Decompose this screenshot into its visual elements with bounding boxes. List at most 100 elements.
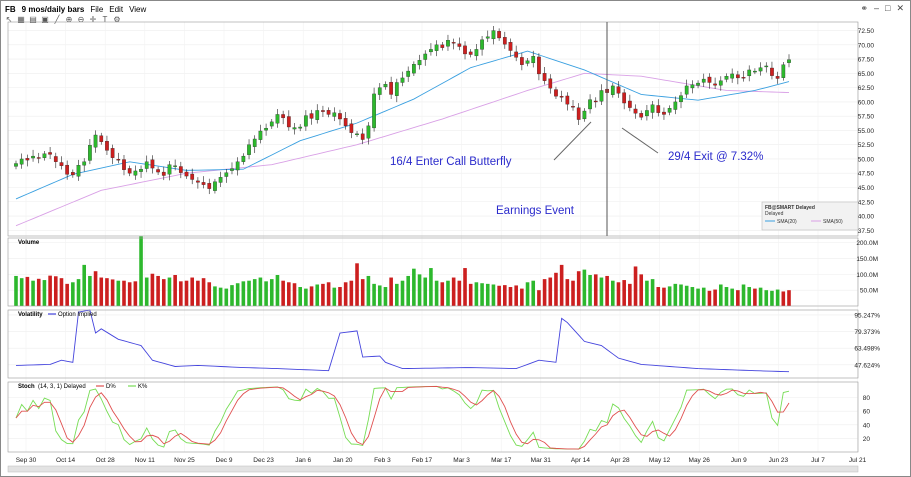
volume-tick-label: 200.0M bbox=[856, 240, 878, 247]
stoch-params: (14, 3, 1) Delayed bbox=[38, 384, 86, 390]
volume-bar bbox=[423, 277, 428, 306]
candle-body bbox=[338, 113, 342, 120]
candle-body bbox=[747, 69, 752, 77]
candle-body bbox=[770, 67, 774, 76]
candle-body bbox=[588, 99, 592, 110]
volume-bar bbox=[468, 283, 473, 306]
x-tick-label: Feb 17 bbox=[412, 457, 433, 464]
link-icon[interactable]: ⚭ bbox=[860, 3, 868, 13]
candle-body bbox=[622, 92, 627, 104]
volume-bar bbox=[406, 275, 410, 306]
volume-bar bbox=[230, 285, 234, 306]
volume-bar bbox=[167, 277, 172, 306]
candle-body bbox=[690, 84, 695, 89]
volume-bar bbox=[679, 284, 683, 306]
candle-body bbox=[787, 59, 791, 63]
candle-body bbox=[565, 95, 570, 105]
volume-bar bbox=[349, 280, 354, 306]
candle-body bbox=[201, 182, 206, 185]
volume-bar bbox=[497, 285, 501, 306]
volume-bar bbox=[781, 291, 786, 306]
volume-bar bbox=[434, 280, 439, 306]
volume-bar bbox=[537, 290, 541, 306]
menu-file[interactable]: File bbox=[90, 4, 104, 14]
menu-view[interactable]: View bbox=[129, 4, 147, 14]
volume-bar bbox=[332, 287, 337, 306]
zoom-in-icon[interactable]: ⊕ bbox=[65, 15, 73, 24]
price-tick-label: 72.50 bbox=[858, 28, 875, 35]
candle-body bbox=[173, 165, 177, 167]
volatility-series-label: Option Implied bbox=[58, 312, 97, 318]
stoch-tick-label: 60 bbox=[863, 409, 871, 416]
volume-bar bbox=[88, 275, 92, 306]
x-tick-label: Jun 23 bbox=[769, 457, 789, 464]
volume-bar bbox=[741, 284, 746, 306]
price-panel bbox=[14, 25, 791, 227]
x-tick-label: Dec 9 bbox=[216, 457, 233, 464]
candle-body bbox=[554, 89, 558, 97]
axes: 72.50 70.00 67.50 65.00 62.50 60.00 57.50 55.00… bbox=[7, 21, 880, 473]
period-selector[interactable]: 9 mos/daily bars bbox=[21, 4, 85, 14]
layout-icon[interactable]: ▤ bbox=[29, 15, 37, 24]
volume-bar bbox=[736, 290, 740, 306]
volume-bar bbox=[718, 284, 723, 306]
x-tick-label: Nov 25 bbox=[174, 457, 195, 464]
volume-bar bbox=[599, 277, 604, 306]
minimize-icon[interactable]: – bbox=[874, 3, 880, 13]
volume-bar bbox=[372, 283, 376, 306]
volume-bar bbox=[196, 280, 200, 306]
volume-bar bbox=[503, 285, 507, 306]
volume-bar bbox=[753, 288, 757, 306]
volume-bar bbox=[42, 280, 47, 306]
line-tool-icon[interactable]: ╱ bbox=[54, 15, 60, 24]
cursor-tool-icon[interactable]: ↖ bbox=[5, 15, 13, 24]
x-tick-label: Feb 3 bbox=[374, 457, 391, 464]
candle-body bbox=[167, 164, 172, 175]
close-icon[interactable]: ✕ bbox=[896, 3, 904, 13]
x-tick-label: Jul 7 bbox=[811, 457, 825, 464]
x-tick-label: Mar 31 bbox=[531, 457, 552, 464]
volume-bar bbox=[213, 286, 217, 306]
candle-body bbox=[389, 81, 393, 95]
legend-sma20: SMA(20) bbox=[777, 219, 797, 225]
price-tick-label: 52.50 bbox=[858, 142, 875, 149]
stoch-panel bbox=[15, 385, 790, 450]
settings-icon[interactable]: ⚙ bbox=[113, 15, 121, 24]
maximize-icon[interactable]: □ bbox=[885, 3, 891, 13]
menu-edit[interactable]: Edit bbox=[109, 4, 124, 14]
candle-body bbox=[355, 133, 359, 136]
candle-body bbox=[65, 164, 70, 175]
grid-icon[interactable]: ▣ bbox=[41, 15, 49, 24]
volume-bar bbox=[298, 287, 302, 306]
candle-body bbox=[377, 87, 382, 95]
volume-bar bbox=[548, 277, 553, 306]
volume-bar bbox=[116, 280, 121, 306]
volume-bar bbox=[582, 269, 587, 306]
volume-bar bbox=[514, 285, 518, 306]
volume-bar bbox=[218, 287, 223, 306]
panel-frame bbox=[7, 237, 859, 307]
volume-bar bbox=[281, 280, 285, 306]
symbol-label[interactable]: FB bbox=[5, 4, 16, 14]
candle-body bbox=[360, 133, 365, 140]
candle-body bbox=[213, 181, 217, 191]
annotation-exit: 29/4 Exit @ 7.32% bbox=[668, 151, 763, 163]
zoom-out-icon[interactable]: ⊖ bbox=[77, 15, 85, 24]
volume-bar bbox=[59, 278, 64, 306]
candle-body bbox=[735, 74, 740, 79]
volume-bar bbox=[93, 271, 98, 306]
volume-bar bbox=[611, 280, 615, 306]
crosshair-icon[interactable]: ✛ bbox=[89, 15, 97, 24]
candle-body bbox=[684, 85, 689, 95]
candle-body bbox=[25, 158, 30, 161]
volume-bar bbox=[440, 282, 445, 306]
candle-body bbox=[730, 73, 735, 79]
volume-bar bbox=[770, 290, 774, 306]
candle-body bbox=[542, 73, 547, 81]
bar-chart-icon[interactable]: ▦ bbox=[17, 15, 25, 24]
volume-bar bbox=[343, 282, 348, 306]
candle-body bbox=[144, 161, 149, 169]
text-tool-icon[interactable]: T bbox=[102, 15, 108, 24]
x-tick-label: Jan 6 bbox=[295, 457, 311, 464]
stoch-k-label: K% bbox=[138, 384, 148, 390]
